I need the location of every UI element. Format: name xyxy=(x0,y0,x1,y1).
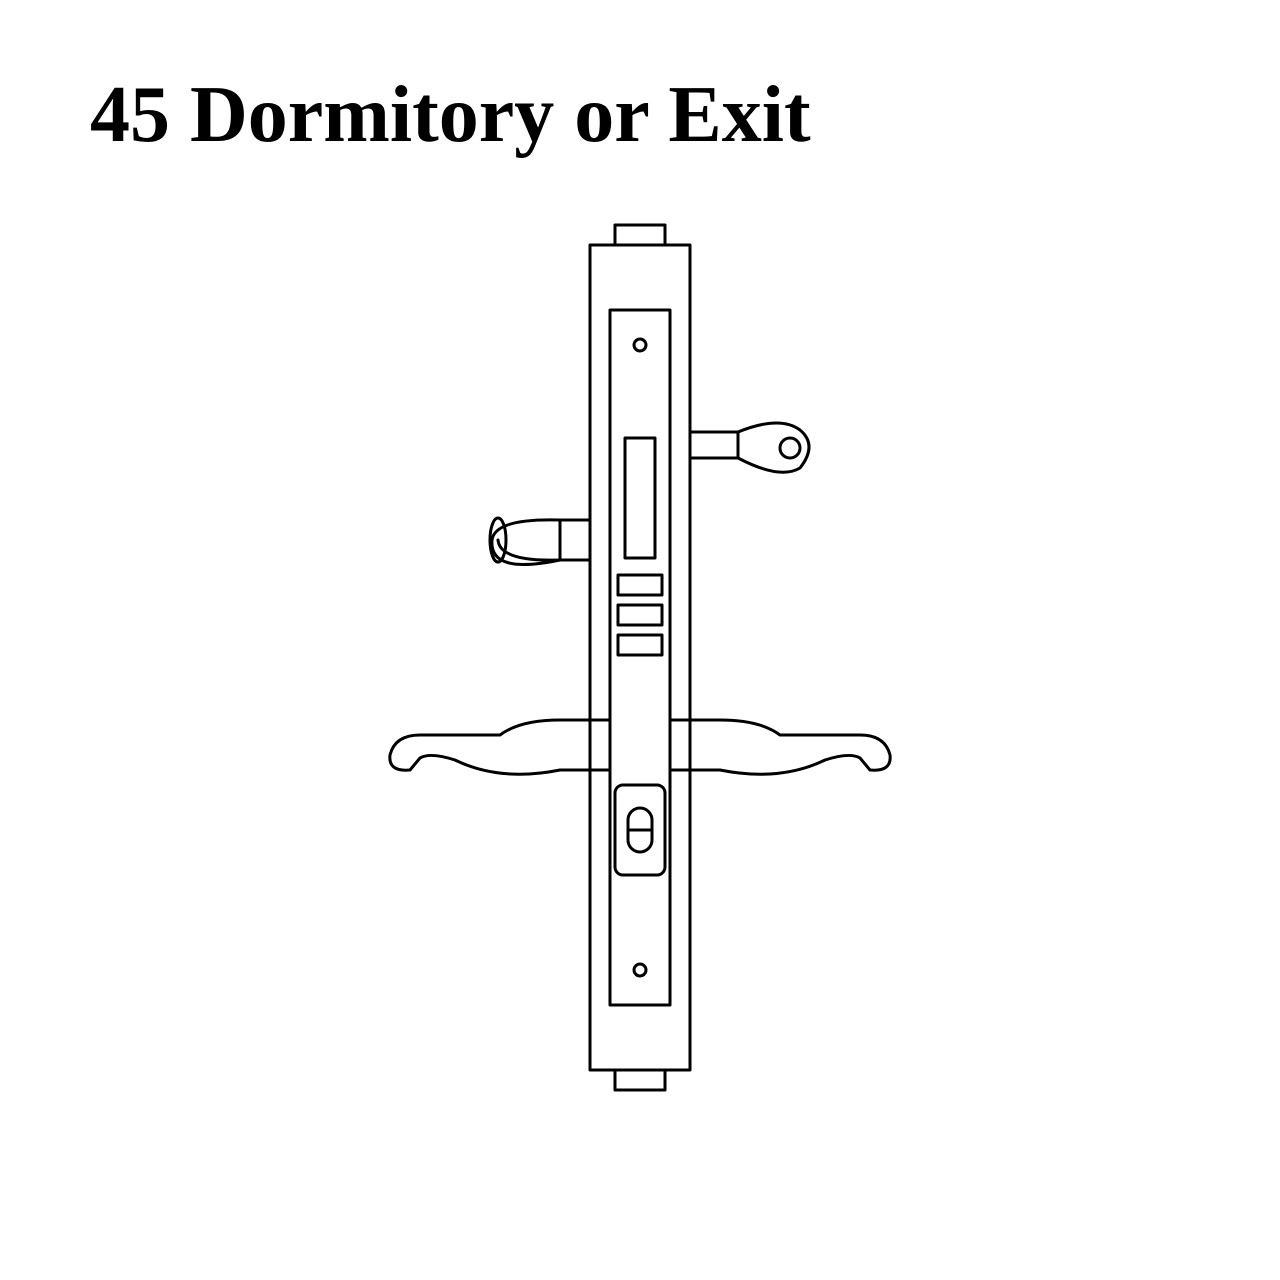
lock-line-drawing xyxy=(0,0,1280,1280)
faceplate-outer xyxy=(590,245,690,1070)
deadbolt-cutout xyxy=(625,438,655,558)
top-tube xyxy=(615,225,665,245)
bottom-tube xyxy=(615,1070,665,1090)
cylinder-left xyxy=(490,518,590,565)
lever-right xyxy=(690,720,890,774)
screw-hole-top xyxy=(634,339,646,351)
thumbturn-right xyxy=(690,423,809,472)
screw-hole-bottom xyxy=(634,964,646,976)
latch-slot-2 xyxy=(618,605,662,625)
lever-left xyxy=(390,720,590,774)
diagram-canvas: 45 Dormitory or Exit xyxy=(0,0,1280,1280)
lock-inner-body xyxy=(610,310,670,1005)
diagram-title: 45 Dormitory or Exit xyxy=(90,70,811,161)
latch-slot-3 xyxy=(618,635,662,655)
latch-slot-1 xyxy=(618,575,662,595)
